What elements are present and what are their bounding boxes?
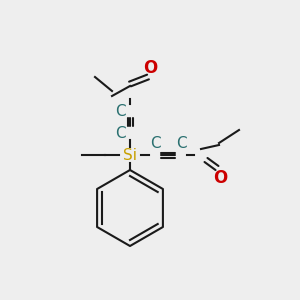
Text: C: C [116,103,126,118]
Text: O: O [143,59,157,77]
Text: O: O [213,169,227,187]
Text: C: C [116,125,126,140]
Text: C: C [176,136,186,151]
Text: C: C [150,136,160,151]
Text: Si: Si [123,148,137,163]
